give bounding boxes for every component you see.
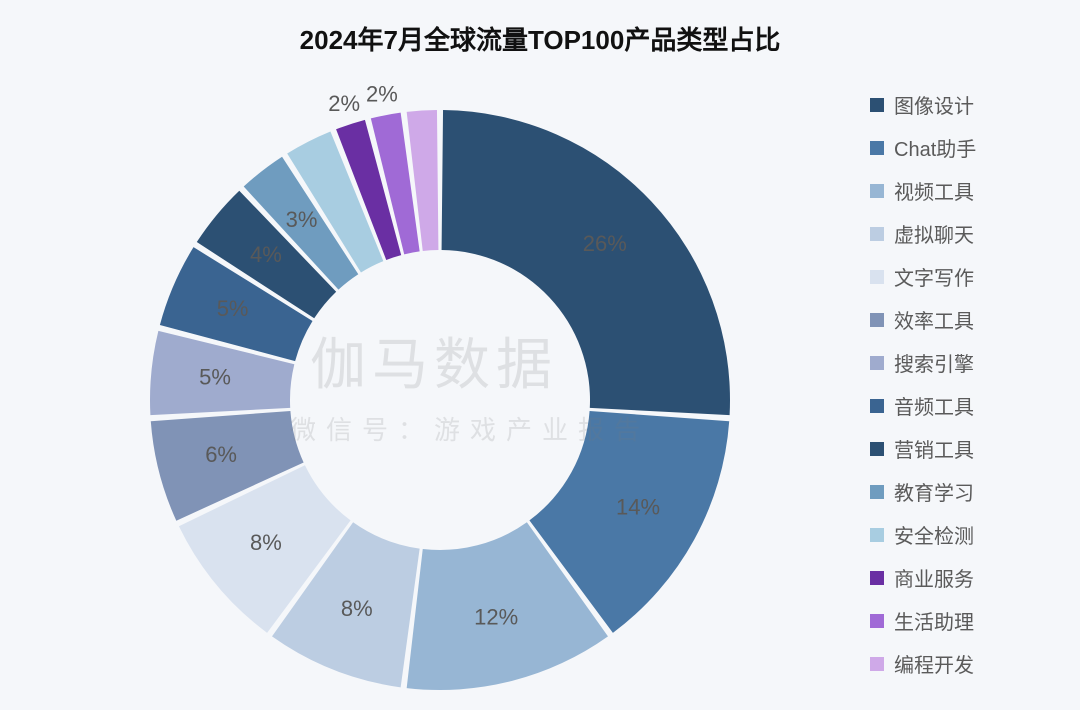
legend-swatch (870, 270, 884, 284)
legend-label: 效率工具 (894, 305, 974, 334)
legend-label: 图像设计 (894, 90, 974, 119)
slice-label: 5% (217, 296, 249, 321)
legend-label: 视频工具 (894, 176, 974, 205)
chart-container: 2024年7月全球流量TOP100产品类型占比 26% 14% 12% 8% 8% 6% 5… (0, 0, 1080, 710)
chart-title: 2024年7月全球流量TOP100产品类型占比 (0, 20, 1080, 57)
slice-label: 4% (250, 242, 282, 267)
legend-swatch (870, 313, 884, 327)
legend-swatch (870, 614, 884, 628)
legend-item: 生活助理 (870, 606, 1050, 635)
legend-swatch (870, 399, 884, 413)
legend-item: 音频工具 (870, 391, 1050, 420)
legend-label: 营销工具 (894, 434, 974, 463)
slice-label: 2% (328, 91, 360, 116)
legend-label: 商业服务 (894, 563, 974, 592)
slice-label: 2% (366, 81, 398, 106)
legend-item: Chat助手 (870, 133, 1050, 162)
legend-item: 商业服务 (870, 563, 1050, 592)
legend-item: 文字写作 (870, 262, 1050, 291)
legend-swatch (870, 141, 884, 155)
legend-label: 文字写作 (894, 262, 974, 291)
legend: 图像设计 Chat助手视频工具虚拟聊天文字写作效率工具搜索引擎音频工具营销工具教育… (870, 90, 1050, 692)
legend-item: 视频工具 (870, 176, 1050, 205)
legend-item: 搜索引擎 (870, 348, 1050, 377)
legend-item: 效率工具 (870, 305, 1050, 334)
legend-label: 安全检测 (894, 520, 974, 549)
legend-swatch (870, 528, 884, 542)
slice-label: 8% (250, 530, 282, 555)
legend-item: 图像设计 (870, 90, 1050, 119)
legend-label: 搜索引擎 (894, 348, 974, 377)
legend-label: 虚拟聊天 (894, 219, 974, 248)
legend-swatch (870, 227, 884, 241)
legend-swatch (870, 485, 884, 499)
slice-label: 14% (616, 495, 660, 520)
legend-item: 营销工具 (870, 434, 1050, 463)
legend-swatch (870, 657, 884, 671)
slice-label: 6% (205, 442, 237, 467)
donut-chart: 26%14%12%8%8%6%5%5%4%3%2%2% 伽马数据 微信号：游戏产… (60, 60, 820, 700)
slice-label: 5% (199, 365, 231, 390)
legend-label: Chat助手 (894, 133, 976, 162)
legend-swatch (870, 442, 884, 456)
legend-label: 教育学习 (894, 477, 974, 506)
legend-swatch (870, 356, 884, 370)
legend-item: 编程开发 (870, 649, 1050, 678)
donut-slice (442, 110, 730, 415)
slice-label: 12% (474, 605, 518, 630)
slice-label: 26% (583, 231, 627, 256)
legend-label: 音频工具 (894, 391, 974, 420)
legend-label: 生活助理 (894, 606, 974, 635)
legend-swatch (870, 98, 884, 112)
legend-swatch (870, 571, 884, 585)
donut-svg: 26% 14% 12% 8% 8% 6% 5% 5% 4%3% 2%2% (60, 60, 820, 700)
legend-label: 编程开发 (894, 649, 974, 678)
legend-item: 安全检测 (870, 520, 1050, 549)
legend-item: 虚拟聊天 (870, 219, 1050, 248)
slice-label: 3% (286, 207, 318, 232)
slice-label: 8% (341, 596, 373, 621)
legend-swatch (870, 184, 884, 198)
legend-item: 教育学习 (870, 477, 1050, 506)
